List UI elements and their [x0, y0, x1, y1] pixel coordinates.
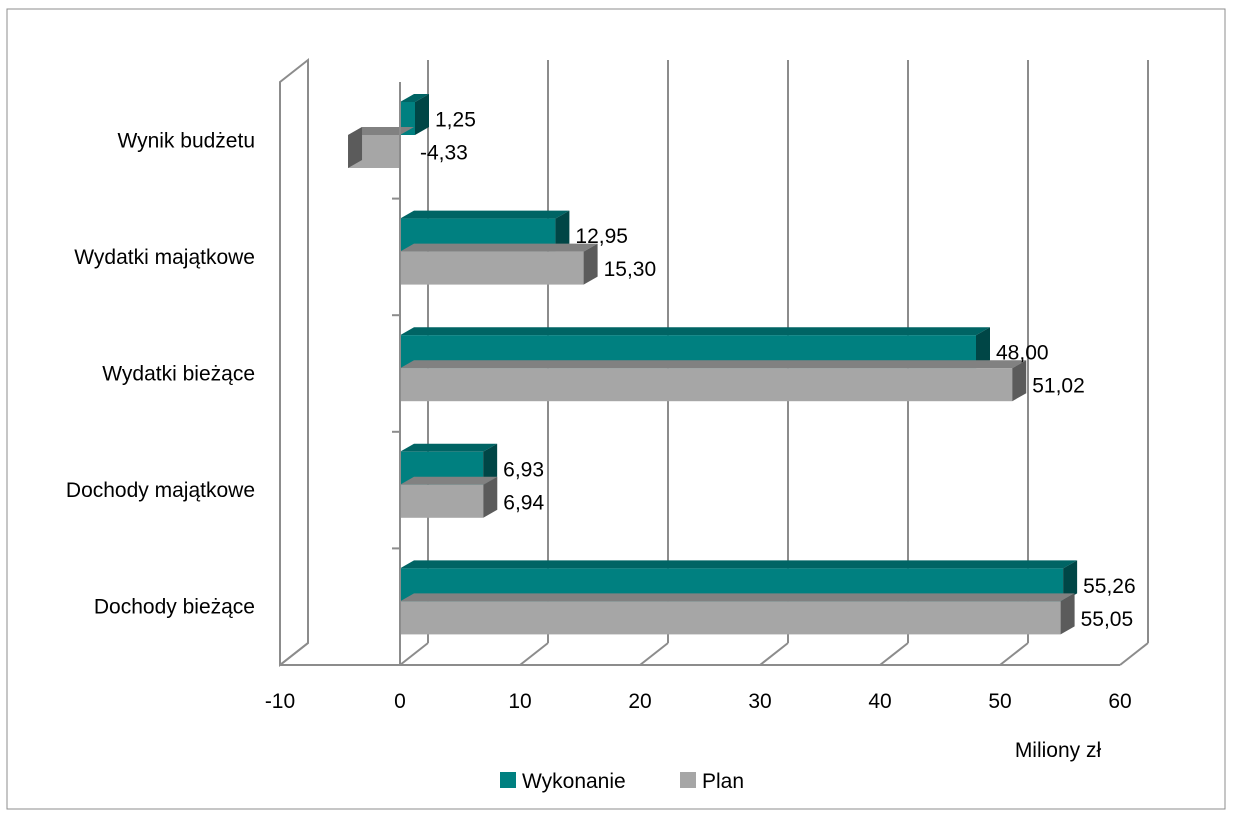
- bar-top-face: [400, 360, 1027, 369]
- data-label: -4,33: [420, 142, 468, 165]
- x-tick-label: 60: [1108, 690, 1131, 713]
- axes: -10 0 10 20 30 40 50 60 Wynik budżetu Wydatki maj…: [66, 82, 1132, 713]
- floor-gridline: [399, 642, 429, 666]
- floor-gridline: [519, 642, 549, 666]
- x-tick-label: 40: [868, 690, 891, 713]
- data-label: 55,26: [1083, 575, 1136, 598]
- data-label: 1,25: [435, 109, 476, 132]
- bar-side-face: [415, 94, 429, 135]
- bar-top-face: [400, 593, 1075, 602]
- category-label: Wynik budżetu: [117, 129, 255, 152]
- x-axis-title: Miliony zł: [1015, 739, 1102, 762]
- data-label: 55,05: [1081, 608, 1134, 631]
- bar: [400, 251, 584, 285]
- category-label: Dochody majątkowe: [66, 479, 255, 502]
- bar-top-face: [400, 210, 570, 219]
- floor-gridline: [759, 642, 789, 666]
- bar-side-face: [583, 243, 598, 285]
- x-tick-label: 30: [748, 690, 771, 713]
- bar-top-face: [400, 443, 498, 452]
- bar-side-face: [483, 443, 498, 485]
- bar-side-face: [1060, 593, 1075, 635]
- bar-top-face: [400, 94, 429, 102]
- side-wall: [279, 57, 309, 668]
- bar-side-face: [555, 210, 570, 252]
- category-label: Dochody bieżące: [94, 596, 255, 619]
- floor-gridline: [1119, 642, 1149, 666]
- bar-side-face: [348, 127, 363, 168]
- bar: [400, 484, 484, 518]
- floor-gridline: [879, 642, 909, 666]
- data-label: 15,30: [604, 258, 657, 281]
- legend-swatch: [500, 772, 516, 788]
- floor-gridline: [999, 642, 1029, 666]
- chart-border: [6, 8, 1226, 810]
- bar-top-face: [400, 560, 1078, 569]
- bar-side-face: [976, 327, 990, 369]
- bar: [400, 368, 1013, 402]
- bar-top-face: [348, 127, 414, 135]
- data-label: 6,93: [503, 458, 544, 481]
- bar-top-face: [400, 476, 498, 485]
- x-tick-label: -10: [265, 690, 295, 713]
- data-label: 51,02: [1032, 375, 1085, 398]
- data-label: 48,00: [996, 342, 1049, 365]
- bar-top-face: [400, 243, 598, 252]
- data-label: 6,94: [503, 491, 544, 514]
- bar-side-face: [1063, 560, 1078, 602]
- bar: [400, 601, 1061, 635]
- bar: [400, 102, 415, 135]
- bars: [348, 94, 1078, 635]
- x-tick-label: 50: [988, 690, 1011, 713]
- data-labels: 1,25 -4,33 12,95 15,30 48,00 51,02 6,93 6,94 55,…: [420, 109, 1136, 631]
- floor-gridline: [639, 642, 669, 666]
- data-label: 12,95: [575, 225, 628, 248]
- legend: Wykonanie Plan: [500, 770, 744, 793]
- floor-gridline: [279, 642, 309, 666]
- x-tick-label: 10: [508, 690, 531, 713]
- bar-side-face: [1012, 360, 1027, 402]
- chart-walls: [279, 57, 309, 668]
- category-label: Wydatki majątkowe: [74, 246, 255, 269]
- legend-label: Plan: [702, 770, 744, 793]
- category-label: Wydatki bieżące: [102, 363, 255, 386]
- x-tick-label: 0: [394, 690, 406, 713]
- x-tick-label: 20: [628, 690, 651, 713]
- bar-top-face: [400, 327, 990, 336]
- legend-swatch: [680, 772, 696, 788]
- bar-side-face: [483, 476, 498, 518]
- legend-label: Wykonanie: [522, 770, 626, 793]
